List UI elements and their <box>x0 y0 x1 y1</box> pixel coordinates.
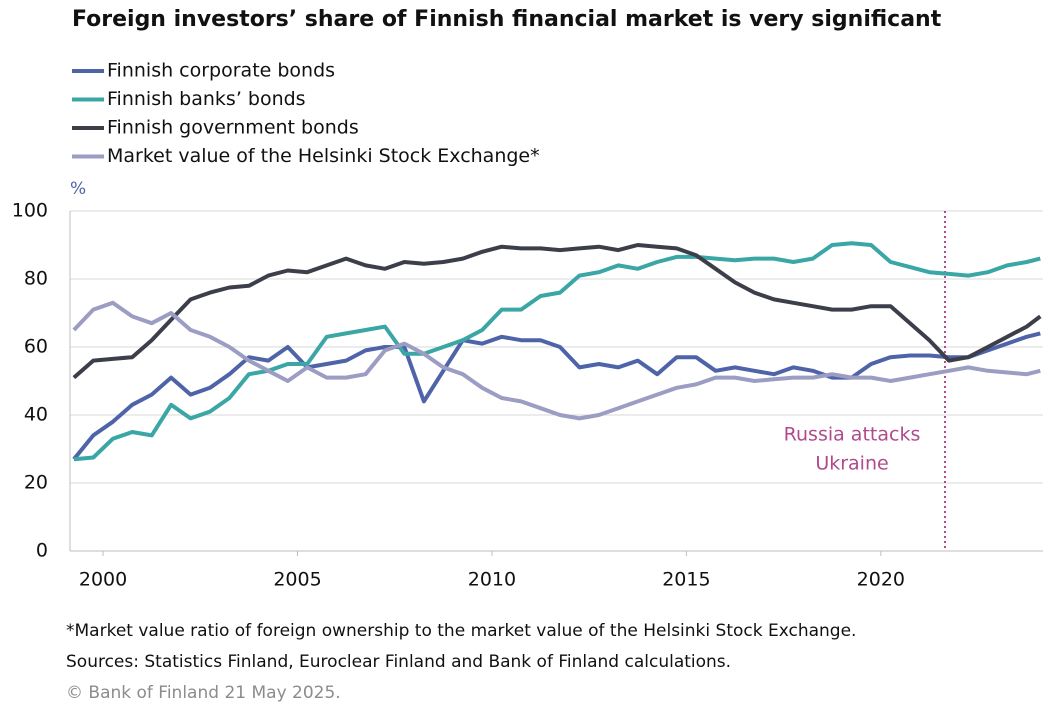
y-tick-label: 0 <box>36 540 48 562</box>
x-tick-label: 2015 <box>662 569 710 591</box>
footnote: © Bank of Finland 21 May 2025. <box>66 683 341 703</box>
series-line <box>73 241 1041 462</box>
chart-title: Foreign investors’ share of Finnish fina… <box>72 7 942 32</box>
series-line <box>72 300 1041 421</box>
footnote: Sources: Statistics Finland, Euroclear F… <box>66 652 731 672</box>
annotation-text: Ukraine <box>815 453 888 475</box>
legend-label: Finnish corporate bonds <box>107 60 335 82</box>
y-tick-label: 60 <box>24 336 48 358</box>
footnote: *Market value ratio of foreign ownership… <box>66 621 856 641</box>
x-tick-label: 2020 <box>857 569 905 591</box>
legend-label: Finnish government bonds <box>107 117 359 139</box>
y-tick-label: 80 <box>24 268 48 290</box>
y-tick-label: 40 <box>24 404 48 426</box>
annotation-text: Russia attacks <box>784 424 921 446</box>
series-line <box>72 331 1041 461</box>
x-tick-label: 2005 <box>273 569 321 591</box>
y-tick-label: 20 <box>24 472 48 494</box>
y-tick-label: 100 <box>12 200 48 222</box>
series-line <box>72 243 1042 380</box>
y-axis-label: % <box>70 179 86 199</box>
legend-label: Finnish banks’ bonds <box>107 88 306 110</box>
x-tick-label: 2000 <box>79 569 127 591</box>
x-tick-label: 2010 <box>468 569 516 591</box>
legend-label: Market value of the Helsinki Stock Excha… <box>107 145 540 167</box>
